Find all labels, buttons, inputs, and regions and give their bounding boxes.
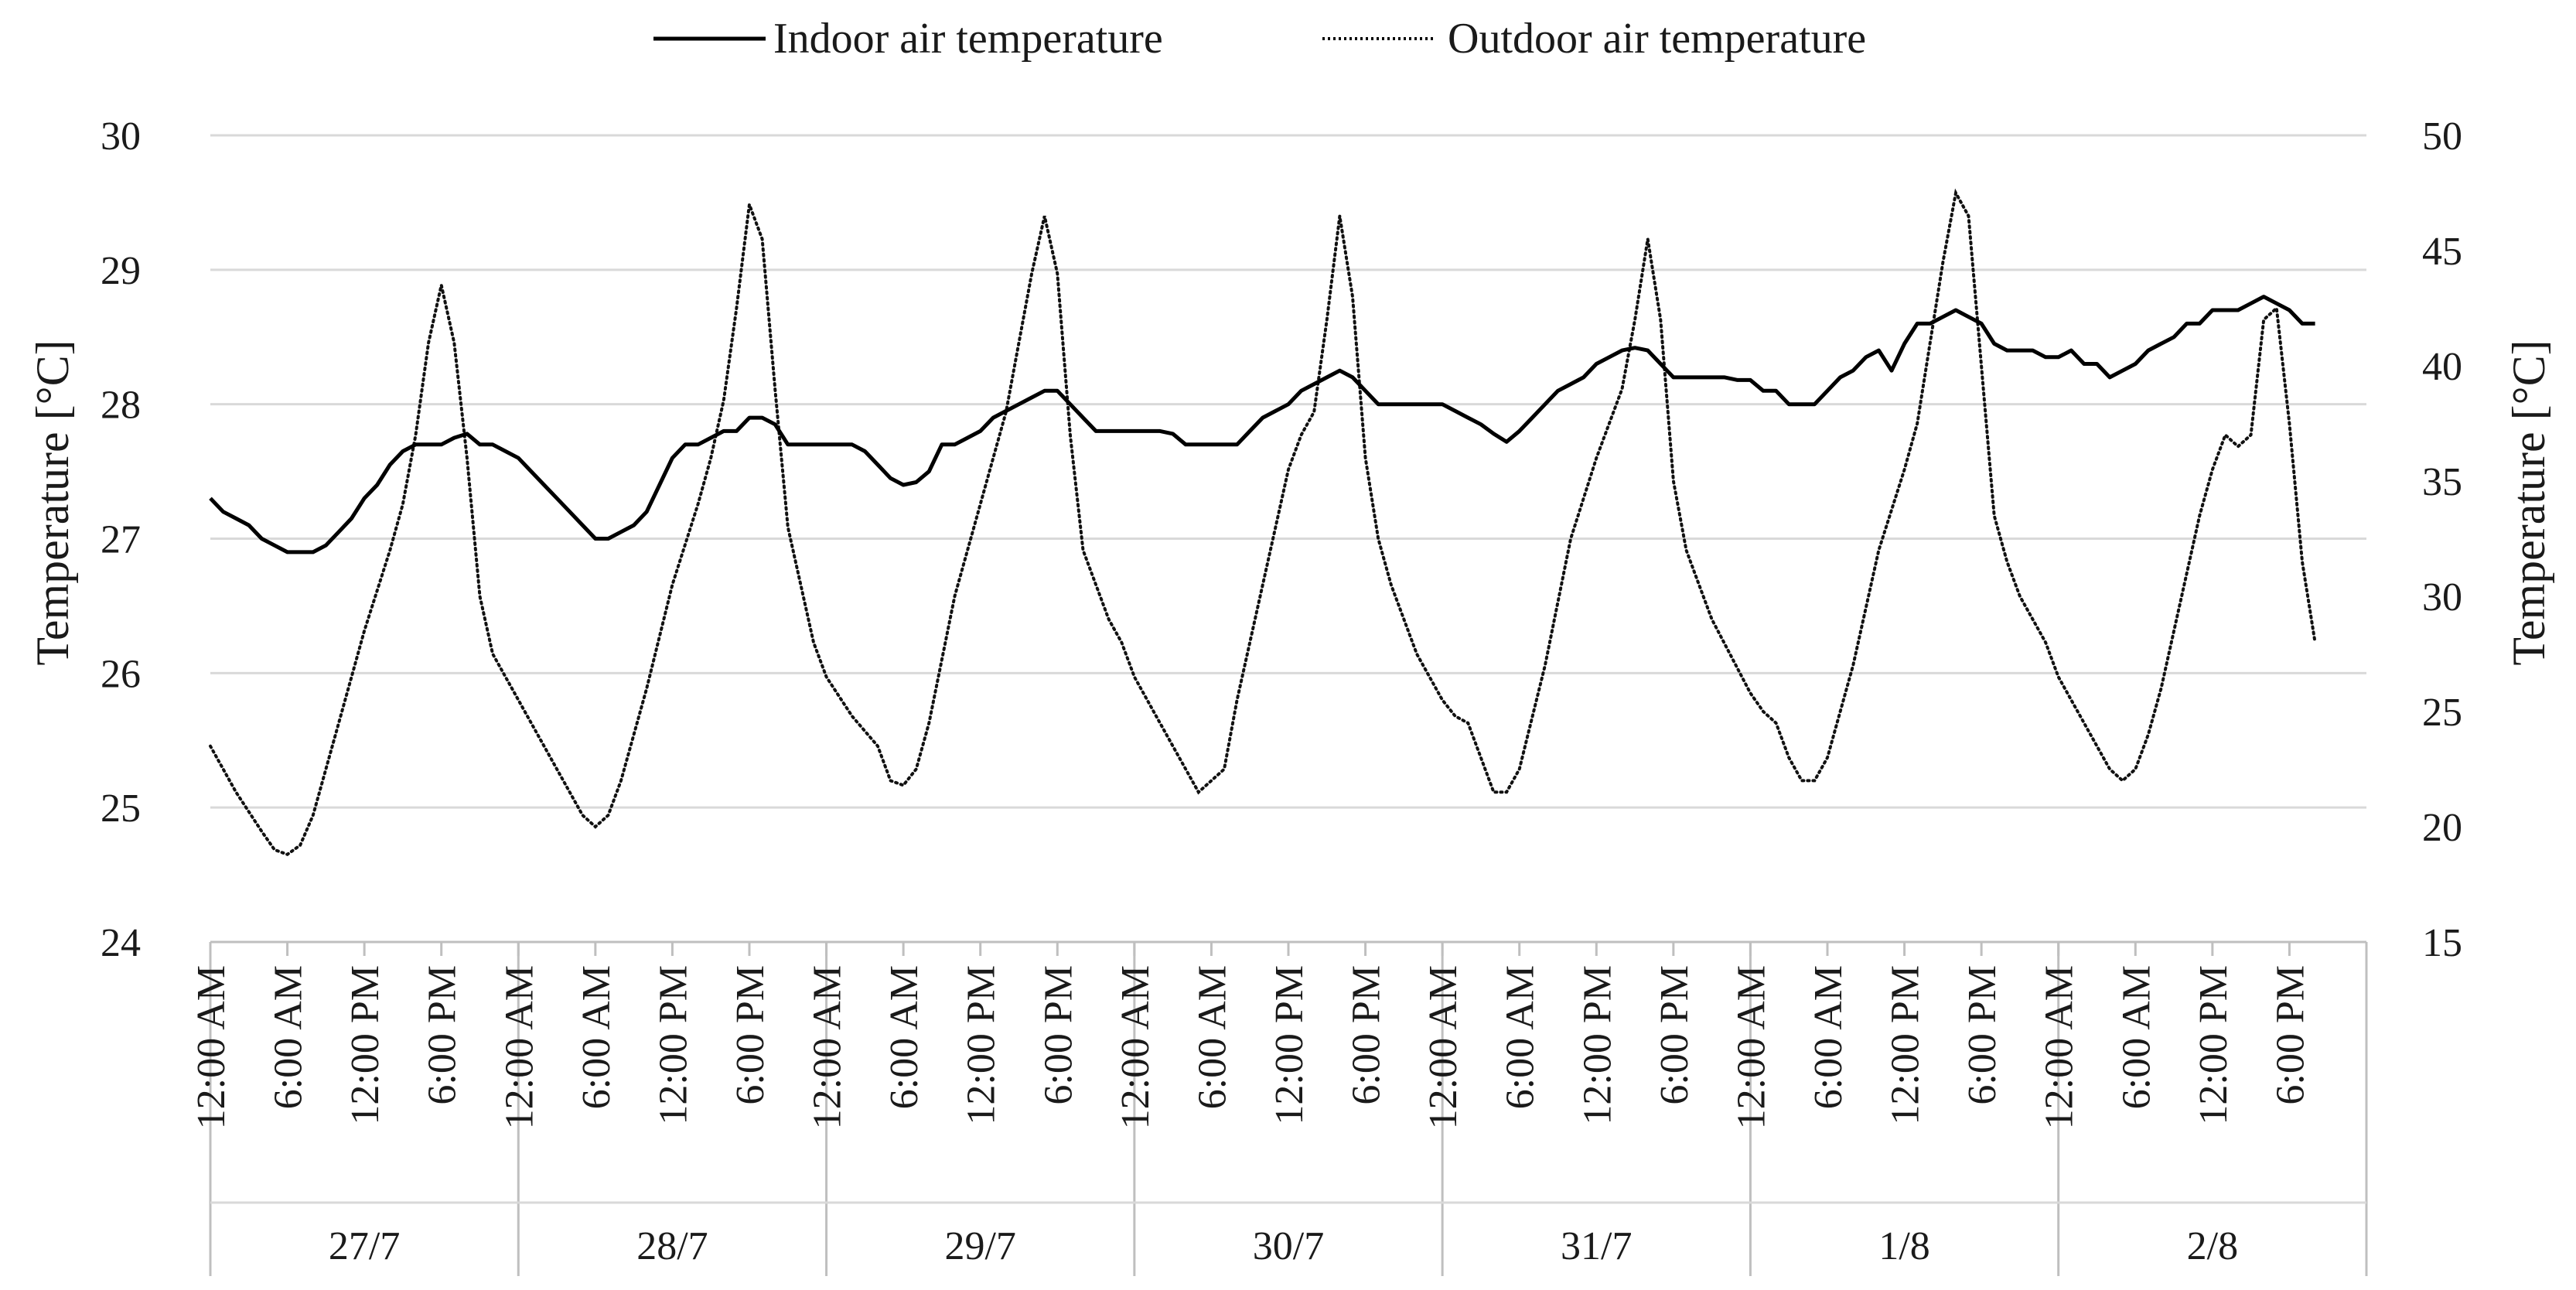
x-time-label: 12:00 AM [497, 965, 541, 1129]
x-time-label: 6:00 AM [267, 965, 311, 1109]
x-day-label: 28/7 [636, 1224, 708, 1268]
y-right-tick-label: 40 [2422, 345, 2462, 389]
y-left-tick-label: 24 [101, 921, 141, 965]
legend-label-outdoor: Outdoor air temperature [1448, 15, 1866, 63]
x-day-label: 2/8 [2187, 1224, 2238, 1268]
x-day-label: 31/7 [1561, 1224, 1632, 1268]
x-time-label: 6:00 PM [2268, 965, 2312, 1105]
series-indoor-line [209, 295, 2315, 555]
y-right-tick-label: 50 [2422, 114, 2462, 159]
x-time-label: 6:00 AM [1807, 965, 1851, 1109]
x-time-label: 12:00 PM [2192, 965, 2236, 1125]
y-right-tick-label: 20 [2422, 806, 2462, 850]
y-left-tick-label: 28 [101, 384, 141, 428]
y-left-tick-label: 30 [101, 114, 141, 159]
x-time-label: 12:00 PM [1884, 965, 1928, 1125]
x-time-label: 12:00 PM [960, 965, 1004, 1125]
x-time-label: 6:00 AM [1190, 965, 1234, 1109]
y-left-tick-label: 27 [101, 518, 141, 562]
x-time-label: 6:00 PM [728, 965, 773, 1105]
y-axis-right-title: Temperature [°C] [2503, 340, 2554, 665]
x-time-label: 12:00 PM [1575, 965, 1619, 1125]
x-time-label: 12:00 AM [1729, 965, 1773, 1129]
y-left-tick-label: 29 [101, 249, 141, 293]
x-time-label: 6:00 PM [1653, 965, 1697, 1105]
x-time-label: 6:00 AM [575, 965, 619, 1109]
legend-label-indoor: Indoor air temperature [773, 15, 1163, 63]
y-left-tick-label: 25 [101, 787, 141, 831]
y-right-tick-label: 25 [2422, 691, 2462, 735]
x-time-label: 12:00 PM [343, 965, 387, 1125]
x-time-label: 6:00 PM [1960, 965, 2005, 1105]
x-day-label: 29/7 [944, 1224, 1015, 1268]
x-time-label: 6:00 AM [2114, 965, 2158, 1109]
x-day-label: 27/7 [329, 1224, 400, 1268]
y-left-tick-label: 26 [101, 652, 141, 696]
x-time-label: 6:00 PM [1036, 965, 1080, 1105]
x-time-label: 12:00 AM [1421, 965, 1465, 1129]
y-axis-left: 24 25 26 27 28 29 30 [101, 114, 141, 965]
x-time-label: 6:00 AM [882, 965, 926, 1109]
x-time-label: 12:00 AM [806, 965, 850, 1129]
x-time-label: 12:00 PM [1268, 965, 1312, 1125]
y-axis-left-title: Temperature [°C] [27, 340, 78, 665]
y-right-tick-label: 30 [2422, 575, 2462, 619]
x-time-label: 6:00 PM [421, 965, 465, 1105]
series-outdoor-line [209, 188, 2317, 857]
legend: Indoor air temperature Outdoor air tempe… [653, 15, 1866, 63]
y-right-tick-label: 15 [2422, 921, 2462, 965]
x-time-label: 12:00 PM [651, 965, 695, 1125]
y-right-tick-label: 45 [2422, 230, 2462, 274]
x-time-label: 12:00 AM [1114, 965, 1158, 1129]
x-time-label: 12:00 AM [189, 965, 234, 1129]
x-axis: 12:00 AM 6:00 AM 12:00 PM 6:00 PM 27/7 12:00 … [189, 940, 2368, 1276]
x-day-label: 30/7 [1253, 1224, 1324, 1268]
x-day-label: 1/8 [1878, 1224, 1929, 1268]
y-axis-right: 15 20 25 30 35 40 45 50 [2422, 114, 2462, 965]
x-time-label: 6:00 AM [1499, 965, 1543, 1109]
x-time-label: 12:00 AM [2038, 965, 2082, 1129]
y-right-tick-label: 35 [2422, 460, 2462, 504]
x-time-label: 6:00 PM [1345, 965, 1389, 1105]
